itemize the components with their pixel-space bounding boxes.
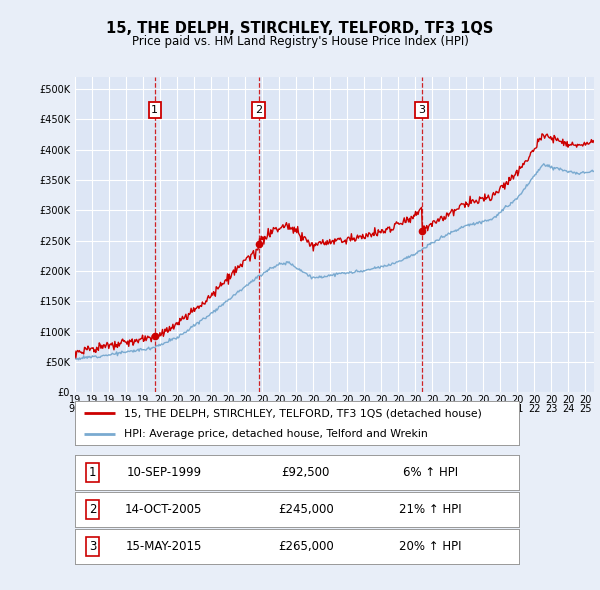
Text: Price paid vs. HM Land Registry's House Price Index (HPI): Price paid vs. HM Land Registry's House … xyxy=(131,35,469,48)
Text: 1: 1 xyxy=(151,105,158,115)
Text: 3: 3 xyxy=(89,540,97,553)
Text: 3: 3 xyxy=(418,105,425,115)
Text: 2: 2 xyxy=(255,105,262,115)
Text: 15, THE DELPH, STIRCHLEY, TELFORD, TF3 1QS: 15, THE DELPH, STIRCHLEY, TELFORD, TF3 1… xyxy=(106,21,494,35)
Text: 1: 1 xyxy=(89,466,97,479)
Text: 21% ↑ HPI: 21% ↑ HPI xyxy=(399,503,461,516)
Text: £245,000: £245,000 xyxy=(278,503,334,516)
Text: 6% ↑ HPI: 6% ↑ HPI xyxy=(403,466,458,479)
Text: HPI: Average price, detached house, Telford and Wrekin: HPI: Average price, detached house, Telf… xyxy=(124,428,428,438)
Text: 2: 2 xyxy=(89,503,97,516)
Text: 20% ↑ HPI: 20% ↑ HPI xyxy=(399,540,461,553)
Text: 15-MAY-2015: 15-MAY-2015 xyxy=(125,540,202,553)
Text: 10-SEP-1999: 10-SEP-1999 xyxy=(126,466,202,479)
Text: £92,500: £92,500 xyxy=(281,466,330,479)
Text: 14-OCT-2005: 14-OCT-2005 xyxy=(125,503,202,516)
Text: £265,000: £265,000 xyxy=(278,540,334,553)
Text: 15, THE DELPH, STIRCHLEY, TELFORD, TF3 1QS (detached house): 15, THE DELPH, STIRCHLEY, TELFORD, TF3 1… xyxy=(124,408,482,418)
